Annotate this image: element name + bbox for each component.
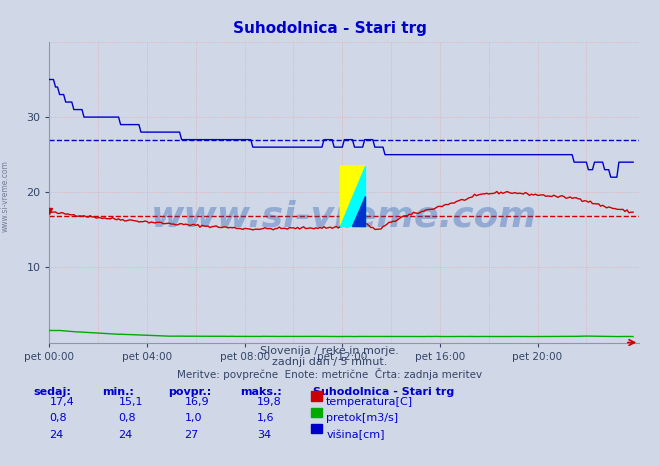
- Text: Slovenija / reke in morje.: Slovenija / reke in morje.: [260, 346, 399, 356]
- Text: 24: 24: [49, 430, 64, 439]
- Text: maks.:: maks.:: [241, 387, 282, 397]
- Text: Meritve: povprečne  Enote: metrične  Črta: zadnja meritev: Meritve: povprečne Enote: metrične Črta:…: [177, 368, 482, 380]
- Polygon shape: [353, 196, 364, 226]
- Text: 27: 27: [185, 430, 199, 439]
- Polygon shape: [340, 166, 364, 226]
- Text: 15,1: 15,1: [119, 397, 143, 407]
- Text: 1,0: 1,0: [185, 413, 202, 423]
- Text: 24: 24: [119, 430, 133, 439]
- Text: pretok[m3/s]: pretok[m3/s]: [326, 413, 398, 423]
- Polygon shape: [340, 166, 364, 226]
- Text: povpr.:: povpr.:: [168, 387, 212, 397]
- Text: 16,9: 16,9: [185, 397, 209, 407]
- Text: 0,8: 0,8: [119, 413, 136, 423]
- Text: 1,6: 1,6: [257, 413, 275, 423]
- Text: Suhodolnica - Stari trg: Suhodolnica - Stari trg: [313, 387, 454, 397]
- Text: 34: 34: [257, 430, 271, 439]
- Text: min.:: min.:: [102, 387, 134, 397]
- Text: 17,4: 17,4: [49, 397, 74, 407]
- Text: 19,8: 19,8: [257, 397, 282, 407]
- Text: višina[cm]: višina[cm]: [326, 430, 385, 440]
- Text: 0,8: 0,8: [49, 413, 67, 423]
- Text: www.si-vreme.com: www.si-vreme.com: [152, 199, 537, 233]
- Text: sedaj:: sedaj:: [33, 387, 71, 397]
- Text: temperatura[C]: temperatura[C]: [326, 397, 413, 407]
- Text: Suhodolnica - Stari trg: Suhodolnica - Stari trg: [233, 21, 426, 36]
- Text: zadnji dan / 5 minut.: zadnji dan / 5 minut.: [272, 357, 387, 367]
- Text: www.si-vreme.com: www.si-vreme.com: [1, 160, 10, 232]
